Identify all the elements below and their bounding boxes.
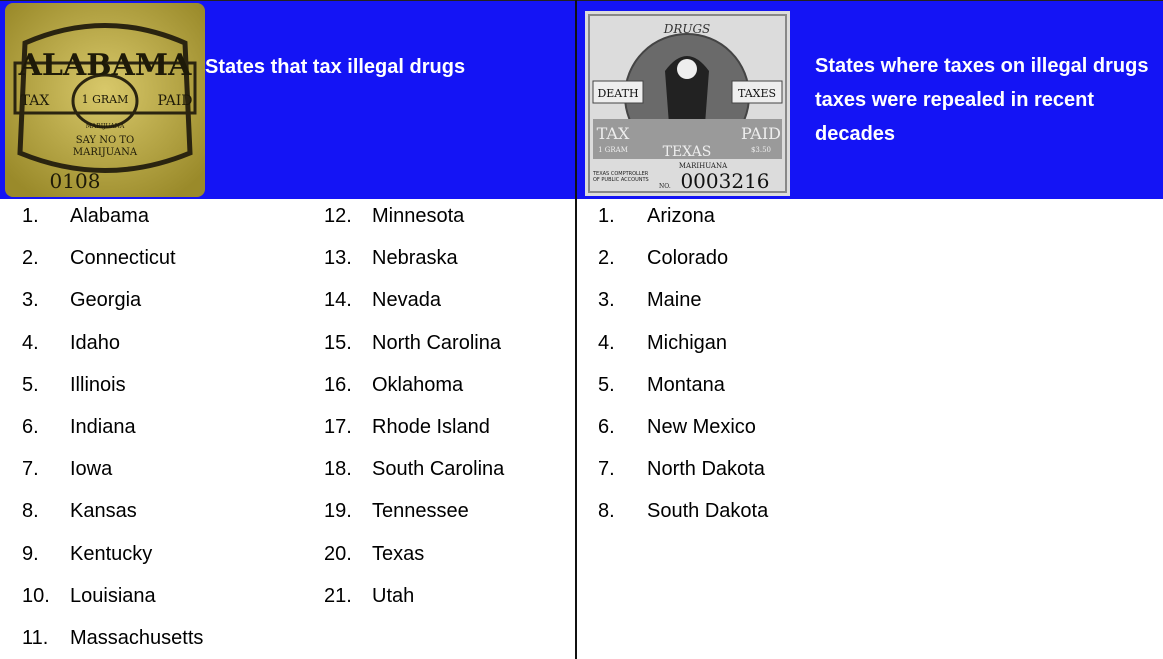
item-name: Alabama <box>70 205 149 228</box>
item-name: Texas <box>372 543 424 566</box>
item-number: 2. <box>22 247 39 270</box>
item-number: 9. <box>22 543 39 566</box>
item-number: 6. <box>598 416 615 439</box>
item-name: North Dakota <box>647 458 765 481</box>
item-number: 21. <box>324 585 352 608</box>
item-number: 14. <box>324 289 352 312</box>
stamp-text: MARIJUANA <box>73 147 138 158</box>
stamp-text: 1 GRAM <box>598 146 628 154</box>
item-name: Georgia <box>70 289 141 312</box>
item-name: Massachusetts <box>70 627 203 650</box>
stamp-text: MARIJUANA <box>86 123 125 130</box>
item-name: Tennessee <box>372 500 469 523</box>
item-number: 13. <box>324 247 352 270</box>
item-name: Louisiana <box>70 585 156 608</box>
item-number: 5. <box>22 374 39 397</box>
item-name: Idaho <box>70 332 120 355</box>
item-number: 17. <box>324 416 352 439</box>
item-number: 2. <box>598 247 615 270</box>
stamp-text: TEXAS <box>663 144 712 160</box>
item-name: Illinois <box>70 374 126 397</box>
item-number: 6. <box>22 416 39 439</box>
item-name: Rhode Island <box>372 416 490 439</box>
stamp-text: PAID <box>741 124 781 143</box>
item-number: 20. <box>324 543 352 566</box>
item-number: 3. <box>22 289 39 312</box>
item-number: 7. <box>22 458 39 481</box>
heading: States that tax illegal drugs <box>205 50 565 84</box>
item-number: 3. <box>598 289 615 312</box>
item-name: Nebraska <box>372 247 458 270</box>
item-number: 5. <box>598 374 615 397</box>
item-name: Oklahoma <box>372 374 463 397</box>
item-name: Kansas <box>70 500 137 523</box>
stamp-text: SAY NO TO <box>76 135 134 146</box>
item-name: Montana <box>647 374 725 397</box>
item-number: 19. <box>324 500 352 523</box>
item-name: Michigan <box>647 332 727 355</box>
item-number: 1. <box>598 205 615 228</box>
column-divider <box>575 0 577 659</box>
stamp-issuer: TEXAS COMPTROLLER OF PUBLIC ACCOUNTS <box>593 171 653 191</box>
item-name: New Mexico <box>647 416 756 439</box>
right-header: DRUGS DEATH TAXES TAX 1 GRAM TEXAS PAID … <box>577 1 1163 199</box>
item-number: 7. <box>598 458 615 481</box>
stamp-text: TAXES <box>738 87 776 100</box>
stamp-text: PAID <box>158 93 193 109</box>
item-name: Kentucky <box>70 543 152 566</box>
item-number: 8. <box>598 500 615 523</box>
left-header: ALABAMA TAX 1 GRAM PAID MARIJUANA SAY NO… <box>0 1 575 199</box>
item-number: 8. <box>22 500 39 523</box>
item-name: Nevada <box>372 289 441 312</box>
item-name: South Carolina <box>372 458 504 481</box>
texas-stamp: DRUGS DEATH TAXES TAX 1 GRAM TEXAS PAID … <box>585 11 790 196</box>
stamp-text: 0003216 <box>680 169 769 193</box>
item-number: 16. <box>324 374 352 397</box>
item-name: Minnesota <box>372 205 464 228</box>
item-name: Iowa <box>70 458 112 481</box>
item-name: Arizona <box>647 205 715 228</box>
item-name: South Dakota <box>647 500 768 523</box>
item-number: 1. <box>22 205 39 228</box>
stamp-text: NO. <box>659 183 671 190</box>
item-name: Indiana <box>70 416 136 439</box>
item-number: 18. <box>324 458 352 481</box>
heading: States where taxes on illegal drugs taxe… <box>815 49 1155 151</box>
item-number: 15. <box>324 332 352 355</box>
stamp-text: DEATH <box>597 87 638 100</box>
item-name: North Carolina <box>372 332 501 355</box>
item-number: 4. <box>22 332 39 355</box>
item-number: 4. <box>598 332 615 355</box>
item-number: 12. <box>324 205 352 228</box>
item-name: Utah <box>372 585 414 608</box>
alabama-stamp: ALABAMA TAX 1 GRAM PAID MARIJUANA SAY NO… <box>5 3 205 197</box>
stamp-text: TAX <box>21 93 50 109</box>
item-number: 10. <box>22 585 50 608</box>
item-name: Maine <box>647 289 701 312</box>
page: ALABAMA TAX 1 GRAM PAID MARIJUANA SAY NO… <box>0 0 1163 659</box>
item-number: 11. <box>22 627 48 650</box>
item-name: Connecticut <box>70 247 176 270</box>
stamp-text: TAX <box>597 124 630 143</box>
stamp-text: 0108 <box>50 169 101 193</box>
stamp-text: $3.50 <box>751 146 771 154</box>
item-name: Colorado <box>647 247 728 270</box>
stamp-text: TEXAS COMPTROLLER OF PUBLIC ACCOUNTS <box>593 171 653 183</box>
stamp-text: 1 GRAM <box>82 93 129 106</box>
stamp-text: DRUGS <box>663 22 711 36</box>
stamp-text: ALABAMA <box>18 48 192 83</box>
